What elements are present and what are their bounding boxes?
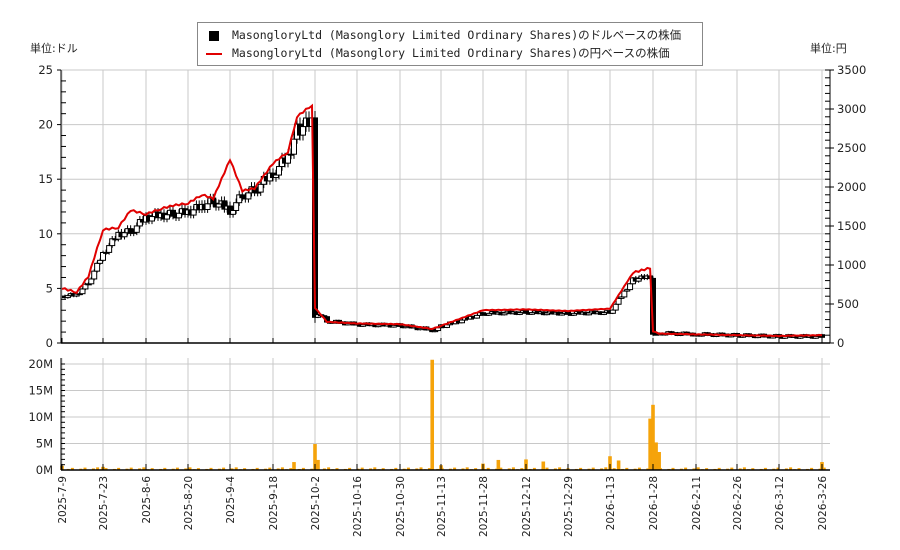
svg-text:2025-7-23: 2025-7-23 bbox=[98, 476, 110, 530]
svg-text:2026-1-28: 2026-1-28 bbox=[648, 476, 660, 530]
svg-text:5M: 5M bbox=[36, 437, 53, 451]
svg-text:2026-2-11: 2026-2-11 bbox=[691, 476, 703, 530]
svg-text:2025-8-6: 2025-8-6 bbox=[141, 476, 153, 524]
svg-text:2025-9-4: 2025-9-4 bbox=[225, 476, 237, 524]
candle-swatch-icon bbox=[209, 30, 219, 41]
svg-text:10: 10 bbox=[38, 227, 53, 241]
svg-text:15M: 15M bbox=[28, 384, 53, 398]
svg-text:25: 25 bbox=[38, 63, 53, 77]
volume-gridlines bbox=[61, 358, 830, 470]
svg-text:2025-11-28: 2025-11-28 bbox=[478, 476, 490, 537]
svg-text:2025-9-18: 2025-9-18 bbox=[268, 476, 280, 530]
svg-text:2025-10-30: 2025-10-30 bbox=[395, 476, 407, 537]
svg-text:2025-12-29: 2025-12-29 bbox=[563, 476, 575, 537]
price-candles bbox=[61, 110, 825, 339]
svg-text:2500: 2500 bbox=[837, 141, 866, 155]
svg-text:5: 5 bbox=[46, 281, 53, 295]
legend-label-usd: MasongloryLtd (Masonglory Limited Ordina… bbox=[232, 28, 682, 42]
legend-item-jpy: MasongloryLtd (Masonglory Limited Ordina… bbox=[206, 44, 670, 62]
right-unit-label: 単位:円 bbox=[810, 42, 847, 55]
svg-text:20: 20 bbox=[38, 118, 53, 132]
svg-text:20M: 20M bbox=[28, 357, 53, 371]
svg-text:15: 15 bbox=[38, 172, 53, 186]
svg-text:2025-7-9: 2025-7-9 bbox=[57, 476, 69, 524]
svg-text:2025-8-20: 2025-8-20 bbox=[183, 476, 195, 530]
svg-text:2025-12-12: 2025-12-12 bbox=[521, 476, 533, 537]
price-gridlines bbox=[61, 69, 830, 343]
svg-text:2025-10-16: 2025-10-16 bbox=[352, 476, 364, 537]
svg-text:1500: 1500 bbox=[837, 219, 866, 233]
legend-item-usd: MasongloryLtd (Masonglory Limited Ordina… bbox=[206, 26, 681, 44]
svg-text:3000: 3000 bbox=[837, 102, 866, 116]
axes bbox=[57, 69, 834, 471]
svg-text:0M: 0M bbox=[36, 463, 53, 477]
svg-text:2026-1-13: 2026-1-13 bbox=[605, 476, 617, 530]
legend-label-jpy: MasongloryLtd (Masonglory Limited Ordina… bbox=[232, 46, 670, 60]
svg-text:0: 0 bbox=[46, 336, 53, 350]
line-swatch-icon bbox=[206, 52, 222, 55]
chart-legend: MasongloryLtd (Masonglory Limited Ordina… bbox=[197, 22, 703, 66]
svg-text:2000: 2000 bbox=[837, 180, 866, 194]
svg-text:2026-3-26: 2026-3-26 bbox=[817, 476, 829, 531]
svg-text:2025-10-2: 2025-10-2 bbox=[310, 476, 322, 530]
yen-price-line bbox=[61, 103, 823, 338]
axis-labels: 0 5 10 15 20 25 0 500 1000 1500 2000 2500 3000 3500 0M… bbox=[28, 63, 866, 537]
svg-text:2025-11-13: 2025-11-13 bbox=[436, 476, 448, 537]
svg-text:1000: 1000 bbox=[837, 258, 866, 272]
svg-text:2026-2-26: 2026-2-26 bbox=[732, 476, 744, 531]
svg-text:3500: 3500 bbox=[837, 63, 866, 77]
svg-text:10M: 10M bbox=[28, 410, 53, 424]
svg-text:500: 500 bbox=[837, 297, 859, 311]
left-unit-label: 単位:ドル bbox=[30, 42, 78, 55]
svg-text:2026-3-12: 2026-3-12 bbox=[774, 476, 786, 530]
volume-bars bbox=[60, 359, 826, 470]
svg-text:0: 0 bbox=[837, 336, 844, 350]
